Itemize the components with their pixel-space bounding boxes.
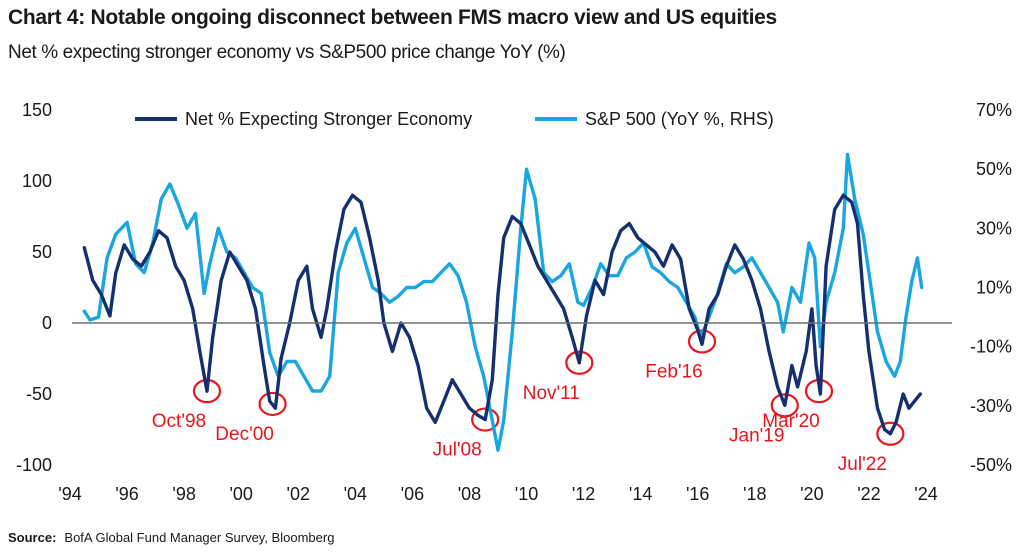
x-tick-label: '16 <box>686 484 709 504</box>
x-tick-label: '96 <box>115 484 138 504</box>
x-tick-label: '10 <box>515 484 538 504</box>
y-left-tick-label: 100 <box>22 171 52 191</box>
x-tick-label: '02 <box>287 484 310 504</box>
annotation-circle <box>876 421 905 446</box>
x-tick-label: '14 <box>629 484 652 504</box>
chart-title: Chart 4: Notable ongoing disconnect betw… <box>8 6 777 29</box>
x-tick-label: '00 <box>229 484 252 504</box>
x-tick-label: '08 <box>458 484 481 504</box>
x-axis: '94 '96 '98 '00 '02 '04 '06 '08 '10 '12 '14 '16 '18 '… <box>58 484 937 504</box>
source-label: Source: <box>8 530 57 545</box>
y-right-tick-label: 50% <box>976 159 1012 179</box>
y-left-tick-label: 50 <box>32 242 52 262</box>
annotation-circle <box>258 391 287 417</box>
y-right-tick-label: 10% <box>976 278 1012 298</box>
legend: Net % Expecting Stronger Economy S&P 500 … <box>135 109 774 129</box>
annotation-label: Jul'08 <box>433 440 482 461</box>
legend-label: S&P 500 (YoY %, RHS) <box>585 109 774 129</box>
annotation-label: Dec'00 <box>215 424 274 445</box>
y-right-tick-label: 30% <box>976 218 1012 238</box>
y-right-tick-label: -50% <box>970 455 1012 475</box>
x-tick-label: '20 <box>800 484 823 504</box>
x-tick-label: '22 <box>857 484 880 504</box>
y-left-tick-label: -100 <box>16 455 52 475</box>
x-tick-label: '24 <box>914 484 937 504</box>
annotation-circle <box>471 407 500 432</box>
y-left-tick-label: 150 <box>22 100 52 120</box>
y-right-tick-label: 70% <box>976 100 1012 120</box>
source-note: Source: BofA Global Fund Manager Survey, … <box>8 530 334 545</box>
annotation-label: Jul'22 <box>838 454 887 475</box>
annotation-circle <box>770 393 799 418</box>
annotation-label: Jan'19 <box>729 425 784 446</box>
y-left-tick-label: -50 <box>26 384 52 404</box>
chart-subtitle: Net % expecting stronger economy vs S&P5… <box>8 42 566 63</box>
x-tick-label: '18 <box>743 484 766 504</box>
net-pct-stronger-economy-line <box>82 193 922 436</box>
y-axis-left: 150 100 50 0 -50 -100 <box>16 100 52 475</box>
x-tick-label: '98 <box>172 484 195 504</box>
x-tick-label: '06 <box>401 484 424 504</box>
sp500-yoy-line <box>82 152 924 452</box>
annotation-label: Feb'16 <box>645 361 703 382</box>
annotation-label: Oct'98 <box>152 411 206 432</box>
y-right-tick-label: -10% <box>970 337 1012 357</box>
legend-label: Net % Expecting Stronger Economy <box>185 109 472 129</box>
y-axis-right: 70% 50% 30% 10% -10% -30% -50% <box>970 100 1012 475</box>
y-right-tick-label: -30% <box>970 396 1012 416</box>
source-text: BofA Global Fund Manager Survey, Bloombe… <box>64 530 335 545</box>
x-tick-label: '12 <box>572 484 595 504</box>
x-tick-label: '04 <box>344 484 367 504</box>
series-layer <box>82 152 924 452</box>
annotation-label: Mar'20 <box>762 411 819 432</box>
annotation-label: Nov'11 <box>523 383 580 404</box>
x-tick-label: '94 <box>58 484 81 504</box>
annotation-layer: Oct'98 Dec'00 Jul'08 Nov'11 Feb'16 Jan'19Mar'… <box>152 329 905 475</box>
y-left-tick-label: 0 <box>42 313 52 333</box>
